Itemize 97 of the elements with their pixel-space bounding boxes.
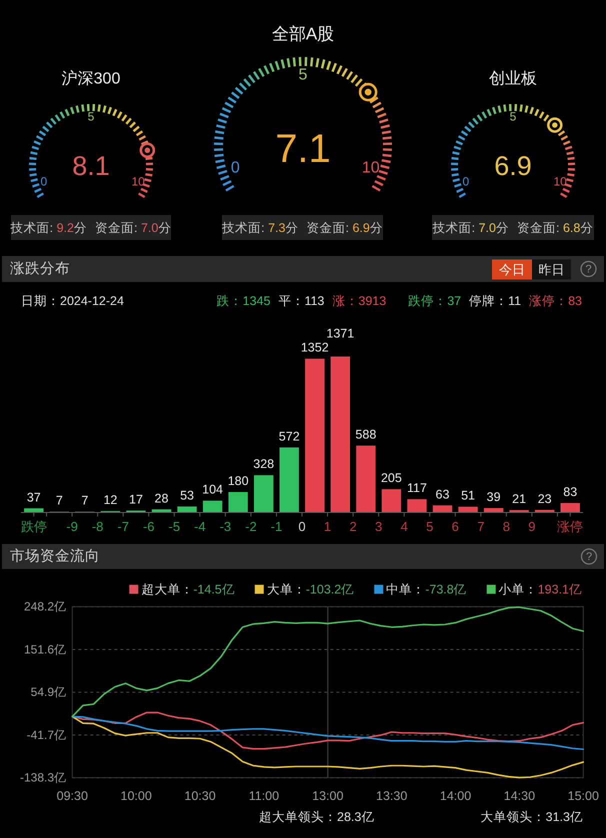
gauge-scale-label: 10 [554, 174, 567, 188]
note: 大单领头：31.3亿 [480, 810, 583, 824]
x-tick-label: -8 [92, 519, 104, 534]
score-note: 资金面: 7.0分 [95, 221, 172, 235]
x-tick-label: 跌停 [20, 519, 47, 534]
x-tick-label: 9 [528, 519, 536, 534]
section-title: 市场资金流向 [10, 548, 100, 564]
data-label: 21 [512, 492, 526, 506]
summary-stat: 涨：3913 [332, 294, 386, 308]
data-label: 37 [26, 490, 41, 504]
x-tick-label: 13:00 [312, 789, 344, 803]
help-label: ? [586, 551, 592, 563]
y-tick-label: 151.6亿 [24, 642, 66, 656]
gauge-title: 创业板 [489, 70, 537, 88]
data-label: 53 [180, 488, 194, 502]
gauge-value: 8.1 [72, 151, 110, 181]
subtitle: 日期：2024-12-24 [21, 294, 124, 308]
summary-stat: 涨停：83 [529, 294, 582, 308]
gauge-scale-label: 5 [88, 109, 94, 124]
data-label: 12 [103, 493, 118, 508]
legend-label: 超大单：-14.5亿 [141, 582, 235, 596]
x-tick-label: -7 [117, 519, 129, 534]
x-tick-label: 7 [477, 519, 484, 534]
gauge-scale-label: 5 [298, 66, 308, 84]
y-tick-label: 54.9亿 [30, 685, 66, 700]
x-tick-label: -4 [194, 519, 206, 534]
summary-stat: 平：113 [278, 294, 324, 308]
data-label: 7 [81, 494, 88, 508]
score-note: 资金面: 6.9分 [306, 221, 383, 235]
data-label: 63 [436, 487, 450, 502]
data-label: 7 [56, 494, 63, 508]
x-tick-label: 0 [298, 519, 306, 534]
x-tick-label: -5 [168, 519, 180, 534]
y-tick-label: -138.3亿 [20, 770, 66, 785]
summary-stat: 跌停：37 [408, 294, 462, 308]
x-tick-label: 10:00 [120, 789, 152, 803]
data-label: 1352 [300, 340, 329, 355]
x-tick-label: 5 [426, 519, 434, 534]
y-tick-label: 248.2亿 [24, 600, 66, 614]
x-tick-label: -3 [220, 519, 232, 534]
gauge-scale-label: 0 [230, 160, 240, 176]
x-tick-label: 14:00 [440, 789, 472, 803]
x-tick-label: 11:00 [248, 789, 280, 803]
gauge-title: 全部A股 [272, 24, 334, 44]
x-tick-label: 10:30 [184, 789, 216, 803]
x-tick-label: -9 [66, 519, 78, 534]
button-label: 今日 [499, 262, 525, 277]
data-label: 28 [154, 491, 168, 506]
gauge-value: 7.1 [275, 127, 331, 171]
summary-stat: 停牌：11 [469, 294, 522, 308]
summary-stat: 跌：1345 [216, 294, 270, 308]
note: 超大单领头：28.3亿 [259, 810, 374, 824]
data-label: 572 [278, 429, 300, 444]
gauge-scale-label: 5 [510, 109, 516, 124]
gauge-title: 沪深300 [62, 70, 120, 88]
data-label: 23 [538, 492, 552, 506]
data-label: 17 [129, 492, 143, 507]
x-tick-label: 2 [349, 519, 357, 534]
data-label: 1371 [326, 326, 354, 341]
x-tick-label: 13:30 [376, 789, 408, 803]
gauge-scale-label: 10 [132, 174, 145, 188]
data-label: 39 [486, 490, 501, 504]
data-label: 104 [202, 482, 224, 497]
data-label: 51 [461, 488, 475, 503]
x-tick-label: 涨停 [557, 519, 584, 534]
button-label: 昨日 [538, 262, 564, 277]
gauge-scale-label: 0 [40, 174, 48, 188]
help-label: ? [585, 264, 592, 276]
data-label: 117 [406, 481, 427, 496]
y-tick-label: -41.7亿 [26, 728, 66, 742]
score-note: 技术面: 7.0分 [432, 221, 509, 235]
x-tick-label: 6 [452, 519, 459, 534]
x-tick-label: 4 [400, 519, 408, 534]
x-tick-label: -1 [270, 519, 282, 534]
x-tick-label: -6 [142, 519, 154, 534]
data-label: 83 [563, 485, 578, 500]
score-note: 资金面: 6.8分 [517, 221, 594, 235]
data-label: 328 [253, 457, 274, 472]
data-label: 588 [355, 428, 376, 442]
legend-label: 大单：-103.2亿 [266, 582, 354, 596]
score-note: 技术面: 9.2分 [10, 221, 87, 235]
legend-label: 中单：-73.8亿 [386, 582, 467, 596]
data-label: 180 [228, 474, 249, 488]
score-note: 技术面: 7.3分 [222, 221, 298, 235]
x-tick-label: 09:30 [56, 789, 88, 803]
section-title: 涨跌分布 [10, 261, 70, 277]
x-tick-label: 15:00 [568, 789, 599, 803]
gauge-value: 6.9 [494, 151, 532, 181]
x-tick-label: 8 [502, 519, 510, 534]
x-tick-label: 1 [324, 519, 332, 534]
legend-label: 小单：193.1亿 [498, 582, 582, 596]
gauge-scale-label: 10 [362, 160, 380, 176]
x-tick-label: 14:30 [504, 789, 536, 803]
x-tick-label: -2 [245, 519, 257, 534]
x-tick-label: 3 [375, 519, 382, 534]
gauge-scale-label: 0 [462, 174, 470, 188]
data-label: 205 [380, 471, 402, 486]
